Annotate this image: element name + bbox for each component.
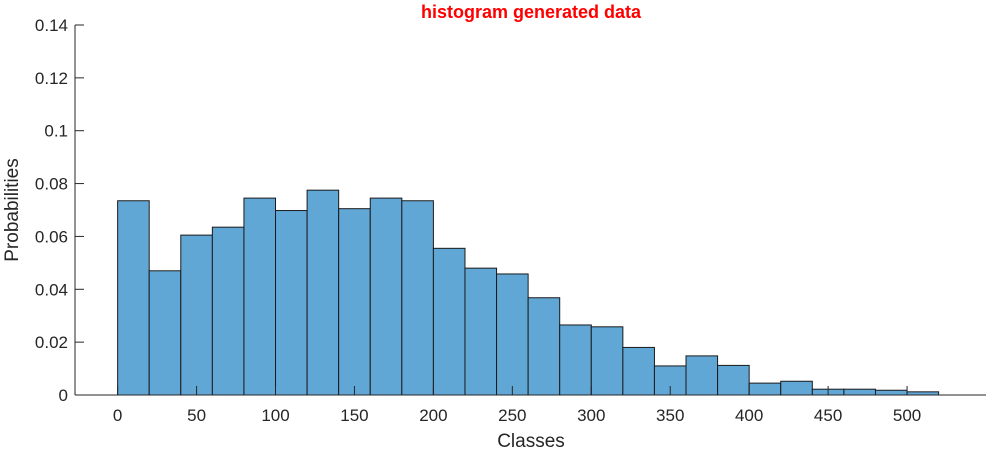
chart-title: histogram generated data [421, 2, 642, 22]
histogram-bar [527, 297, 561, 396]
y-tick-label: 0.04 [35, 280, 68, 299]
histogram-bar [559, 324, 592, 396]
x-tick-label: 450 [814, 406, 842, 425]
histogram-bar [496, 273, 529, 396]
y-tick-label: 0 [59, 386, 68, 405]
y-tick-label: 0.1 [44, 122, 68, 141]
axes-group: 0 0.02 0.04 0.06 0.08 0.1 0.12 0.14 0 50 100 150 200… [35, 16, 986, 425]
x-tick-label: 350 [656, 406, 684, 425]
x-tick-label: 300 [577, 406, 605, 425]
y-axis-label: Probabilities [2, 158, 23, 262]
histogram-bar [874, 389, 908, 396]
histogram-bar [843, 388, 876, 396]
histogram-bar [748, 382, 782, 396]
x-tick-label: 200 [419, 406, 447, 425]
x-axis-label: Classes [497, 431, 565, 451]
histogram-bar [685, 355, 719, 396]
histogram-bar [432, 247, 466, 396]
histogram-bar [338, 208, 371, 396]
histogram-bar [369, 197, 403, 396]
x-tick-label: 400 [735, 406, 763, 425]
histogram-bar [622, 346, 655, 396]
y-tick-label: 0.06 [35, 227, 68, 246]
histogram-bar [401, 200, 434, 396]
x-tick-label: 150 [340, 406, 368, 425]
y-tick-label: 0.12 [35, 69, 68, 88]
histogram-bar [180, 234, 213, 396]
bars-group [117, 189, 940, 396]
histogram-bar [148, 270, 182, 396]
histogram-bar [590, 326, 624, 396]
y-tick-label: 0.08 [35, 175, 68, 194]
histogram-bar [117, 200, 150, 396]
histogram-bar [717, 364, 750, 396]
x-tick-label: 500 [893, 406, 921, 425]
x-tick-label: 100 [261, 406, 289, 425]
y-tick-label: 0.14 [35, 16, 68, 35]
y-tick-label: 0.02 [35, 333, 68, 352]
x-tick-label: 250 [498, 406, 526, 425]
histogram-bar [306, 189, 340, 396]
histogram-bar [211, 226, 245, 396]
x-tick-label: 0 [113, 406, 122, 425]
histogram-bar [243, 197, 277, 396]
x-tick-label: 50 [187, 406, 206, 425]
histogram-bar [780, 380, 813, 396]
histogram-bar [275, 210, 308, 396]
histogram-bar [464, 267, 498, 396]
